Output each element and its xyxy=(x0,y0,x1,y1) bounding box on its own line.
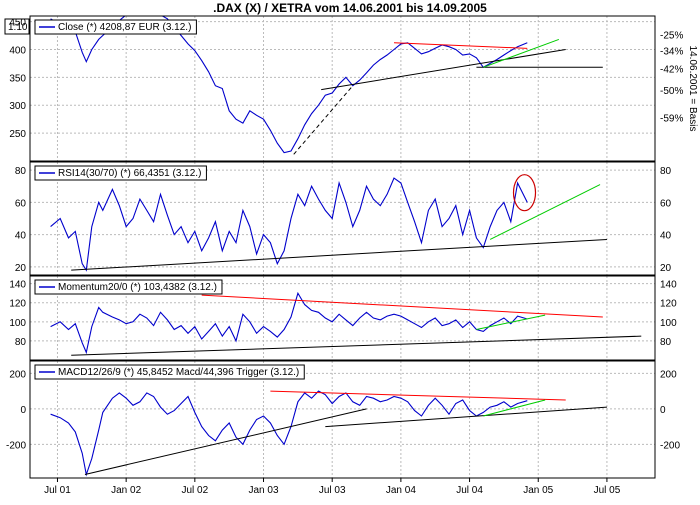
ytick-right-price-2: -42% xyxy=(660,64,683,75)
series-line-price xyxy=(50,16,528,154)
right-axis-label-price: 14.06.2001 = Basis xyxy=(687,46,698,132)
ytick-left-momentum-1: 120 xyxy=(9,299,26,310)
ytick-left-rsi-2: 40 xyxy=(15,231,27,242)
legend-momentum: Momentum20/0 (*) 103,4382 (3.12.) xyxy=(34,279,223,295)
panel-macd: 200 0 -200 200 0 -200 MACD12/26/9 (*) 45,8452 … xyxy=(6,360,680,479)
ytick-right-momentum-3: 80 xyxy=(660,337,672,348)
xtick-label-3: Jan 03 xyxy=(249,485,279,496)
series-line-rsi xyxy=(50,177,528,272)
series-line-momentum xyxy=(50,291,528,355)
ytick-right-momentum-0: 140 xyxy=(660,280,677,291)
ytick-left-rsi-0: 80 xyxy=(15,166,27,177)
legend-macd: MACD12/26/9 (*) 45,8452 Macd/44,396 Trig… xyxy=(34,364,305,380)
ytick-right-price-3: -50% xyxy=(660,86,683,97)
xtick-label-6: Jul 04 xyxy=(456,485,483,496)
trendline-rsi-0 xyxy=(71,238,607,271)
xtick-label-4: Jul 03 xyxy=(319,485,346,496)
chart-title: .DAX (X) / XETRA vom 14.06.2001 bis 14.0… xyxy=(213,1,487,15)
ytick-left-price-2: 350 xyxy=(9,73,26,84)
legend-price: Close (*) 4208,87 EUR (3.12.) xyxy=(34,19,197,35)
xtick-label-1: Jan 02 xyxy=(111,485,141,496)
panel-frame-price xyxy=(29,15,656,162)
trendline-price-3 xyxy=(393,42,528,49)
panel-frame-rsi xyxy=(29,161,656,276)
trendline-macd-1 xyxy=(325,406,607,428)
ytick-left-price-1: 400 xyxy=(9,45,26,56)
trendline-momentum-0 xyxy=(201,294,603,318)
ytick-right-rsi-3: 20 xyxy=(660,263,672,274)
ytick-left-rsi-3: 20 xyxy=(15,263,27,274)
ytick-right-price-4: -59% xyxy=(660,114,683,125)
xtick-label-5: Jan 04 xyxy=(386,485,416,496)
ytick-right-momentum-1: 120 xyxy=(660,299,677,310)
ytick-right-macd-2: -200 xyxy=(660,440,680,451)
ytick-left-macd-2: -200 xyxy=(6,440,26,451)
legend-label-rsi: RSI14(30/70) (*) 66,4351 (3.12.) xyxy=(58,168,201,179)
ytick-left-price-0: 450 xyxy=(9,18,26,29)
panel-momentum: 140 120 100 80 140 120 100 80 Momentum20/0 (*) 1… xyxy=(9,275,677,361)
ytick-right-rsi-1: 60 xyxy=(660,198,672,209)
panel-frame-momentum xyxy=(29,275,656,361)
trendline-price-4 xyxy=(483,38,560,68)
panels: 450400350300250-25%-34%-42%-50%-59%Close… xyxy=(6,15,698,479)
legend-rsi: RSI14(30/70) (*) 66,4351 (3.12.) xyxy=(34,165,207,181)
trendline-price-0 xyxy=(321,48,566,91)
trendline-rsi-1 xyxy=(489,184,601,240)
legend-label-macd: MACD12/26/9 (*) 45,8452 Macd/44,396 Trig… xyxy=(58,367,299,378)
series-line-macd xyxy=(50,390,528,477)
legend-label-momentum: Momentum20/0 (*) 103,4382 (3.12.) xyxy=(58,282,217,293)
highlight-ellipse-rsi xyxy=(512,174,537,212)
trendline-macd-3 xyxy=(483,399,546,417)
ytick-right-price-0: -25% xyxy=(660,30,683,41)
panel-rsi: 80 60 40 20 80 60 40 20 RSI14(30/70) (*) 66,4351… xyxy=(15,161,672,276)
ytick-right-price-1: -34% xyxy=(660,47,683,58)
ytick-right-macd-1: 0 xyxy=(660,405,666,416)
ytick-right-momentum-2: 100 xyxy=(660,318,677,329)
ytick-right-rsi-2: 40 xyxy=(660,231,672,242)
xtick-label-2: Jul 02 xyxy=(181,485,208,496)
trendline-macd-0 xyxy=(84,408,367,475)
corner-label: 1:10 xyxy=(8,22,28,33)
ytick-left-price-4: 250 xyxy=(9,129,26,140)
trendline-price-1 xyxy=(293,85,354,155)
ytick-right-rsi-0: 80 xyxy=(660,166,672,177)
ytick-right-macd-0: 200 xyxy=(660,369,677,380)
trendline-momentum-1 xyxy=(71,335,642,356)
ytick-left-momentum-3: 80 xyxy=(15,337,27,348)
xtick-label-7: Jan 05 xyxy=(523,485,553,496)
ytick-left-price-3: 300 xyxy=(9,101,26,112)
panel-price: 450 400 350 300 250 -25% -34% -42% -50% -59% Close… xyxy=(9,15,698,162)
xtick-label-8: Jul 05 xyxy=(594,485,621,496)
x-axis: Jul 01 Jan 02 Jul 02 Jan 03 Jul 03 Jan 04 Jul … xyxy=(44,478,621,496)
trendline-macd-2 xyxy=(270,390,566,401)
ytick-left-macd-0: 200 xyxy=(9,369,26,380)
corner-box: 1:10 xyxy=(4,18,30,35)
ytick-left-momentum-0: 140 xyxy=(9,280,26,291)
trendline-momentum-2 xyxy=(476,314,546,330)
ytick-left-momentum-2: 100 xyxy=(9,318,26,329)
xtick-label-0: Jul 01 xyxy=(44,485,71,496)
ytick-left-macd-1: 0 xyxy=(20,405,26,416)
ytick-left-rsi-1: 60 xyxy=(15,198,27,209)
panel-frame-macd xyxy=(29,360,656,479)
legend-label-price: Close (*) 4208,87 EUR (3.12.) xyxy=(58,22,191,33)
